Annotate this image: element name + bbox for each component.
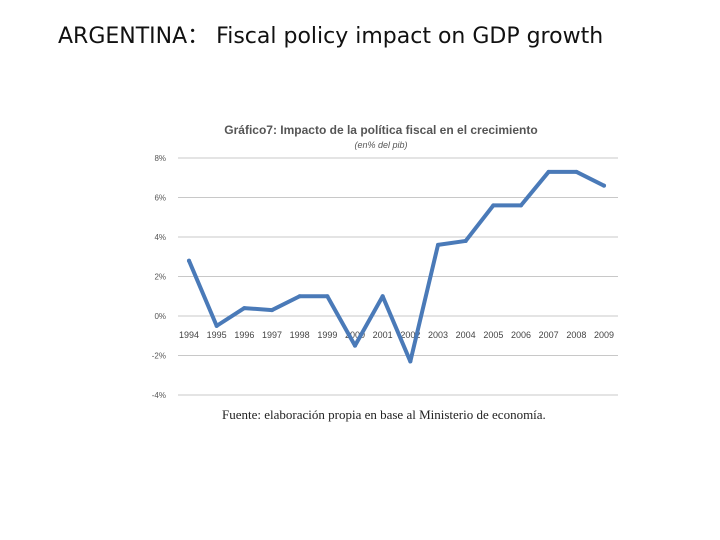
data-point: [519, 203, 523, 208]
x-tick-label: 2004: [456, 330, 476, 340]
data-point: [491, 203, 496, 208]
data-point: [463, 238, 468, 243]
x-tick-label: 2005: [483, 330, 503, 340]
y-axis: 8% 6% 4% 2% 0% -2% -4%: [152, 154, 166, 400]
x-tick-label: 1997: [262, 330, 282, 340]
x-tick-label: 1995: [207, 330, 227, 340]
chart-title: Gráfico7: Impacto de la política fiscal …: [224, 123, 537, 137]
series-line: [187, 169, 606, 364]
source-caption: Fuente: elaboración propia en base al Mi…: [222, 407, 546, 422]
x-tick-label: 2008: [566, 330, 586, 340]
x-tick-label: 2003: [428, 330, 448, 340]
y-tick-label: 8%: [154, 154, 166, 163]
data-point: [242, 306, 247, 311]
data-point: [270, 308, 274, 313]
chart-subtitle: (en% del pib): [354, 140, 407, 150]
y-tick-label: 0%: [154, 312, 166, 321]
x-tick-label: 1994: [179, 330, 199, 340]
x-tick-label: 2007: [539, 330, 559, 340]
x-tick-label: 2001: [373, 330, 393, 340]
x-tick-label: 2000: [345, 330, 365, 340]
x-tick-label: 1998: [290, 330, 310, 340]
y-tick-label: -2%: [152, 352, 166, 361]
data-point: [546, 169, 551, 174]
slide-title: ARGENTINA： Fiscal policy impact on GDP g…: [58, 24, 604, 49]
y-tick-label: -4%: [152, 391, 166, 400]
x-tick-label: 2002: [400, 330, 420, 340]
x-tick-label: 1996: [234, 330, 254, 340]
data-point: [602, 183, 606, 188]
x-tick-label: 1999: [317, 330, 337, 340]
x-tick-label: 2009: [594, 330, 614, 340]
y-tick-label: 6%: [154, 194, 166, 203]
data-point: [325, 294, 330, 299]
x-axis: 1994 1995 1996 1997 1998 1999 2000 2001 2002 2003…: [179, 330, 614, 340]
gridlines: [178, 157, 618, 396]
y-tick-label: 2%: [154, 273, 166, 282]
data-point: [408, 359, 413, 364]
data-point: [353, 343, 357, 348]
data-point: [214, 323, 219, 328]
series-layer: [187, 169, 606, 364]
x-tick-label: 2006: [511, 330, 531, 340]
data-point: [574, 169, 579, 174]
data-point: [436, 242, 440, 247]
data-point: [380, 294, 385, 299]
y-tick-label: 4%: [154, 233, 166, 242]
data-point: [297, 294, 302, 299]
data-point: [187, 258, 191, 263]
